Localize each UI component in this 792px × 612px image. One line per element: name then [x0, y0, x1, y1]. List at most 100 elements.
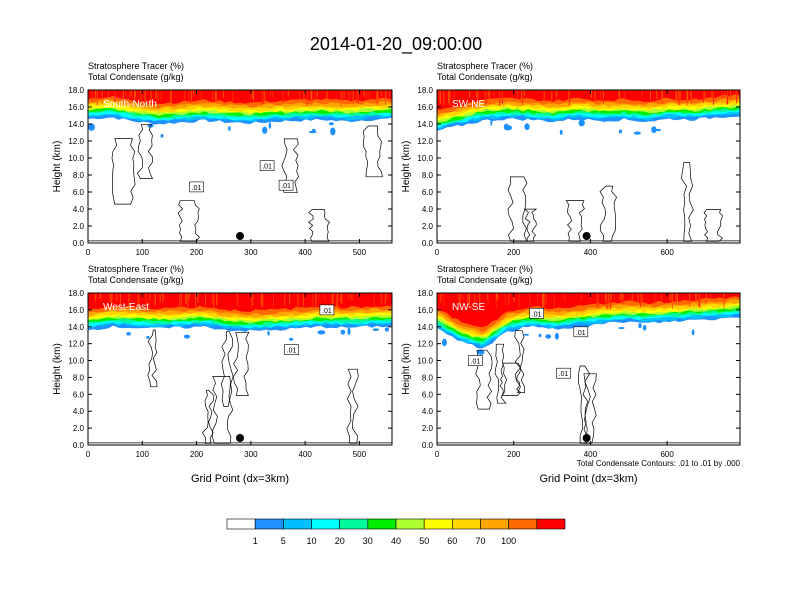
- tracer-blob: [524, 123, 530, 131]
- contour-label: .01: [287, 348, 297, 355]
- x-axis-label: Grid Point (dx=3km): [191, 473, 289, 485]
- x-tick-label: 200: [507, 450, 521, 459]
- tracer-blob: [317, 330, 326, 335]
- condensate-contour: [362, 125, 383, 178]
- shading-variable-label: Stratosphere Tracer (%): [88, 61, 184, 71]
- tracer-blob: [642, 325, 647, 331]
- panel-label: NW-SE: [452, 302, 485, 313]
- y-tick-label: 8.0: [422, 171, 434, 180]
- condensate-contour: [577, 365, 591, 444]
- tracer-blob: [372, 328, 380, 332]
- condensate-contour: [177, 200, 200, 242]
- y-tick-label: 6.0: [73, 390, 85, 399]
- tracer-blob: [330, 127, 336, 136]
- contour-label: .01: [576, 330, 586, 337]
- shading-variable-label: Stratosphere Tracer (%): [437, 264, 533, 274]
- condensate-contour: [281, 138, 299, 194]
- y-tick-label: 4.0: [422, 407, 434, 416]
- contour-label: .01: [532, 311, 542, 318]
- x-tick-label: 400: [584, 450, 598, 459]
- tracer-blob: [289, 337, 294, 341]
- colorbar-swatch: [311, 518, 340, 530]
- y-tick-label: 12.0: [68, 340, 84, 349]
- tracer-blob: [503, 123, 509, 131]
- colorbar-label: 70: [475, 536, 485, 546]
- colorbar-swatch: [254, 518, 284, 530]
- x-tick-label: 100: [136, 248, 150, 257]
- location-marker: [236, 434, 244, 442]
- tracer-blob: [651, 126, 657, 134]
- tracer-band: [88, 90, 392, 105]
- y-tick-label: 8.0: [422, 373, 434, 382]
- y-tick-label: 6.0: [422, 188, 434, 197]
- y-tick-label: 10.0: [68, 357, 84, 366]
- contour-label-box: [468, 355, 483, 366]
- y-tick-label: 10.0: [417, 154, 433, 163]
- contour-label-box: [259, 160, 275, 171]
- x-tick-label: 200: [190, 248, 204, 257]
- y-tick-label: 2.0: [422, 424, 434, 433]
- tracer-blob: [340, 329, 346, 335]
- tracer-blob: [228, 126, 231, 131]
- plot-frame: [87, 89, 393, 244]
- x-tick-label: 400: [298, 248, 312, 257]
- tracer-blob: [183, 334, 191, 339]
- tracer-blob: [554, 332, 559, 340]
- contour-label-box: [189, 181, 204, 193]
- contour-variable-label: Total Condensate (g/kg): [88, 275, 184, 285]
- tracer-blob: [267, 331, 270, 336]
- colorbar-swatch: [367, 518, 397, 530]
- x-tick-label: 0: [435, 450, 440, 459]
- condensate-contour: [582, 373, 597, 444]
- y-axis-label: Height (km): [52, 141, 63, 193]
- contour-info-label: Total Condensate Contours: .01 to .01 by…: [577, 459, 741, 468]
- x-tick-label: 500: [353, 450, 367, 459]
- y-tick-label: 12.0: [68, 137, 84, 146]
- y-tick-label: 12.0: [417, 137, 433, 146]
- y-tick-label: 10.0: [417, 357, 433, 366]
- x-tick-label: 400: [584, 248, 598, 257]
- x-tick-label: 200: [507, 248, 521, 257]
- colorbar-swatch: [480, 518, 509, 530]
- location-marker: [236, 232, 244, 240]
- contour-variable-label: Total Condensate (g/kg): [437, 72, 533, 82]
- y-tick-label: 8.0: [73, 373, 85, 382]
- colorbar-label: 5: [281, 536, 286, 546]
- y-axis-label: Height (km): [401, 343, 412, 395]
- colorbar-label: 1: [253, 536, 258, 546]
- y-tick-label: 10.0: [68, 154, 84, 163]
- tracer-blob: [329, 122, 334, 126]
- colorbar: 1 5 10 20 30 40 50 60 70 100: [226, 518, 566, 546]
- colorbar-label: 20: [335, 536, 345, 546]
- y-tick-label: 14.0: [68, 323, 84, 332]
- tracer-blob: [691, 329, 695, 336]
- tracer-blob: [268, 122, 272, 129]
- condensate-contour: [703, 209, 724, 242]
- condensate-contour: [599, 185, 618, 242]
- y-tick-label: 0.0: [73, 441, 85, 450]
- location-marker: [582, 434, 591, 442]
- y-tick-label: 2.0: [422, 222, 434, 231]
- tracer-blob: [88, 123, 95, 131]
- y-tick-label: 4.0: [73, 407, 85, 416]
- tracer-blob: [578, 119, 585, 127]
- tracer-blob: [262, 126, 268, 134]
- contour-label-box: [573, 326, 589, 338]
- figure-title: 2014-01-20_09:00:00: [310, 34, 482, 55]
- plot-area: [437, 90, 740, 243]
- tracer-blob: [160, 134, 164, 138]
- plot-area: .01 .01 .01 .01: [437, 293, 740, 445]
- colorbar-label: 60: [447, 536, 457, 546]
- colorbar-label: 50: [419, 536, 429, 546]
- colorbar-swatch: [339, 518, 369, 530]
- x-tick-label: 500: [353, 248, 367, 257]
- y-tick-label: 14.0: [417, 323, 433, 332]
- y-tick-label: 18.0: [68, 86, 84, 95]
- shading-variable-label: Stratosphere Tracer (%): [437, 61, 533, 71]
- condensate-contour: [514, 330, 525, 394]
- condensate-contour: [475, 349, 493, 410]
- tracer-blob: [618, 129, 623, 134]
- colorbar-swatch: [452, 518, 481, 530]
- condensate-contour: [136, 123, 154, 179]
